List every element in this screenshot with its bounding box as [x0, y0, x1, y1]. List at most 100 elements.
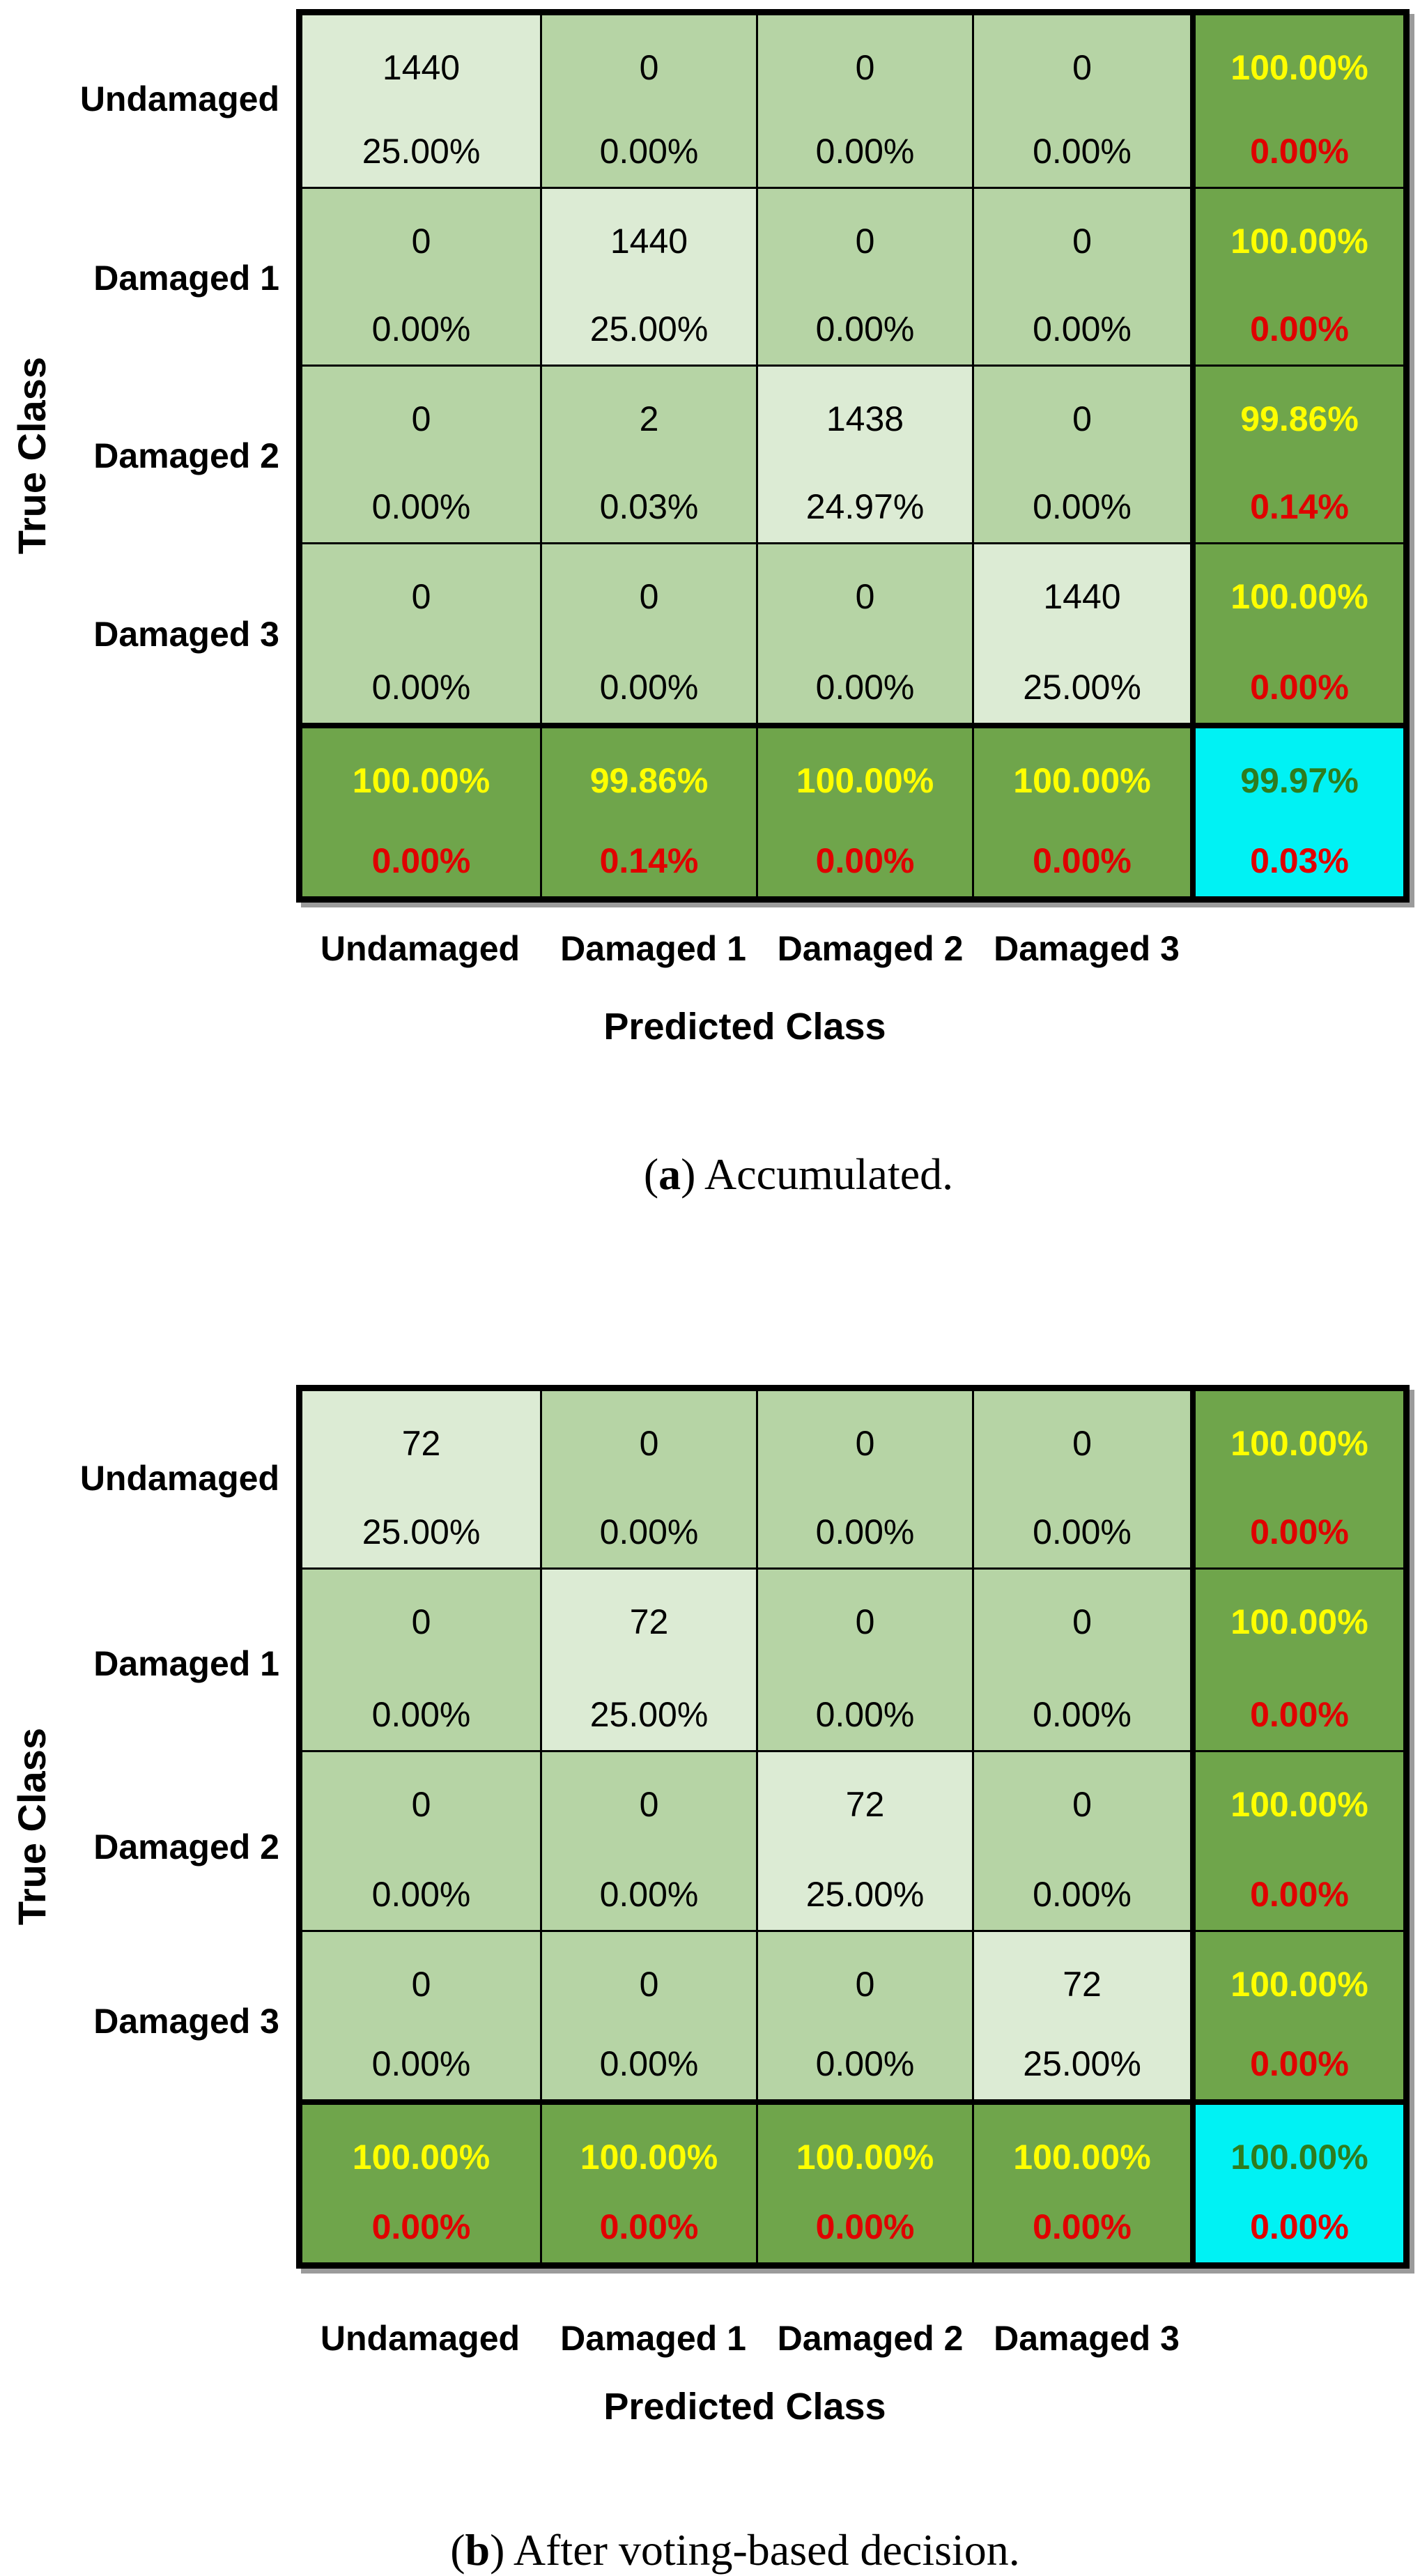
column-summary-cell-1: 100.00% 0.00%	[302, 2099, 542, 2262]
confusion-matrix-accumulated: 1440 25.00% 0 0.00% 0 0.00% 0 0.00% 100.00% 0.00%…	[296, 9, 1410, 903]
cell-count: 0	[411, 1965, 431, 2004]
cell-percent: 0.00%	[371, 1695, 471, 1734]
column-label-damaged-1: Damaged 1	[560, 2319, 746, 2358]
row-label-damaged-3: Damaged 3	[93, 2002, 279, 2041]
matrix-cell-r3c2: 0 0.00%	[542, 1752, 758, 1932]
matrix-cell-r3c2: 2 0.03%	[542, 367, 758, 544]
cell-count: 0	[855, 1424, 875, 1463]
summary-accuracy-percent: 100.00%	[796, 761, 934, 800]
cell-count: 72	[1063, 1965, 1102, 2004]
panel-confusion-matrix-accumulated: True Class Undamaged Damaged 1 Damaged 2 Da…	[0, 0, 1420, 1200]
summary-accuracy-percent: 100.00%	[1230, 1785, 1368, 1824]
cell-count: 72	[845, 1785, 885, 1824]
cell-count: 1440	[382, 48, 461, 87]
summary-error-percent: 0.00%	[1250, 668, 1349, 707]
summary-error-percent: 0.00%	[371, 2207, 471, 2246]
summary-error-percent: 0.00%	[1250, 132, 1349, 171]
summary-accuracy-percent: 100.00%	[352, 2138, 491, 2177]
subfigure-caption-a: (a) Accumulated.	[88, 1149, 1420, 1200]
cell-percent: 0.00%	[1033, 132, 1132, 171]
row-summary-cell-2: 100.00% 0.00%	[1190, 189, 1403, 367]
matrix-cell-r4c2: 0 0.00%	[542, 1932, 758, 2099]
row-label-damaged-2: Damaged 2	[93, 436, 279, 475]
cell-count: 0	[411, 1602, 431, 1641]
cell-count: 0	[411, 1785, 431, 1824]
summary-error-percent: 0.14%	[599, 841, 699, 880]
cell-percent: 0.00%	[371, 1875, 471, 1914]
summary-error-percent: 0.00%	[371, 841, 471, 880]
cell-count: 72	[401, 1424, 441, 1463]
cell-count: 72	[629, 1602, 669, 1641]
cell-count: 0	[1072, 1785, 1092, 1824]
column-label-damaged-3: Damaged 3	[994, 929, 1180, 968]
summary-accuracy-percent: 100.00%	[1230, 1602, 1368, 1641]
matrix-cell-r1c1: 72 25.00%	[302, 1391, 542, 1570]
matrix-cell-r1c3: 0 0.00%	[758, 1391, 974, 1570]
matrix-cell-r4c3: 0 0.00%	[758, 544, 974, 723]
row-label-damaged-1: Damaged 1	[93, 1643, 279, 1683]
x-axis-label: Predicted Class	[603, 1006, 886, 1048]
cell-percent: 0.00%	[815, 1512, 915, 1551]
matrix-cell-r1c4: 0 0.00%	[974, 1391, 1190, 1570]
cell-percent: 0.00%	[371, 309, 471, 348]
cell-percent: 0.03%	[599, 487, 699, 526]
cell-percent: 25.00%	[805, 1875, 925, 1914]
cell-percent: 0.00%	[599, 1875, 699, 1914]
matrix-cell-r3c3: 72 25.00%	[758, 1752, 974, 1932]
matrix-cell-r1c1: 1440 25.00%	[302, 15, 542, 189]
row-summary-cell-2: 100.00% 0.00%	[1190, 1570, 1403, 1752]
cell-percent: 24.97%	[805, 487, 925, 526]
cell-count: 0	[639, 1424, 659, 1463]
cell-percent: 0.00%	[599, 132, 699, 171]
column-summary-cell-2: 100.00% 0.00%	[542, 2099, 758, 2262]
total-accuracy-percent: 100.00%	[1230, 2138, 1368, 2177]
summary-accuracy-percent: 100.00%	[1013, 761, 1151, 800]
cell-percent: 0.00%	[1033, 487, 1132, 526]
caption-text: ) Accumulated.	[681, 1149, 954, 1199]
cell-percent: 0.00%	[815, 668, 915, 707]
summary-error-percent: 0.00%	[1250, 2044, 1349, 2083]
matrix-cell-r1c3: 0 0.00%	[758, 15, 974, 189]
total-error-percent: 0.00%	[1250, 2207, 1349, 2246]
summary-error-percent: 0.00%	[1033, 2207, 1132, 2246]
row-label-undamaged: Undamaged	[79, 79, 279, 118]
row-label-damaged-1: Damaged 1	[93, 258, 279, 298]
summary-accuracy-percent: 100.00%	[580, 2138, 718, 2177]
row-labels: Undamaged Damaged 1 Damaged 2 Damaged 3	[0, 0, 288, 906]
cell-percent: 0.00%	[1033, 1512, 1132, 1551]
summary-accuracy-percent: 100.00%	[1230, 222, 1368, 261]
matrix-cell-r2c3: 0 0.00%	[758, 1570, 974, 1752]
summary-error-percent: 0.00%	[599, 2207, 699, 2246]
caption-letter: a	[658, 1149, 681, 1199]
cell-count: 0	[855, 222, 875, 261]
matrix-cell-r4c2: 0 0.00%	[542, 544, 758, 723]
cell-percent: 0.00%	[1033, 1695, 1132, 1734]
cell-count: 0	[411, 222, 431, 261]
column-label-undamaged: Undamaged	[320, 2319, 520, 2358]
cell-count: 0	[855, 1602, 875, 1641]
row-label-undamaged: Undamaged	[79, 1458, 279, 1498]
column-summary-cell-3: 100.00% 0.00%	[758, 2099, 974, 2262]
cell-percent: 0.00%	[371, 668, 471, 707]
cell-count: 0	[639, 48, 659, 87]
column-summary-cell-4: 100.00% 0.00%	[974, 2099, 1190, 2262]
summary-error-percent: 0.00%	[1033, 841, 1132, 880]
summary-accuracy-percent: 100.00%	[1230, 577, 1368, 616]
cell-percent: 25.00%	[1023, 668, 1141, 707]
row-summary-cell-3: 99.86% 0.14%	[1190, 367, 1403, 544]
column-summary-cell-1: 100.00% 0.00%	[302, 723, 542, 896]
subfigure-caption-b: (b) After voting-based decision.	[25, 2524, 1420, 2576]
row-summary-cell-4: 100.00% 0.00%	[1190, 544, 1403, 723]
column-summary-cell-2: 99.86% 0.14%	[542, 723, 758, 896]
matrix-cell-r4c3: 0 0.00%	[758, 1932, 974, 2099]
x-axis-label: Predicted Class	[603, 2386, 886, 2428]
cell-percent: 0.00%	[815, 309, 915, 348]
summary-accuracy-percent: 99.86%	[1240, 399, 1359, 438]
cell-count: 1440	[610, 222, 688, 261]
matrix-cell-r3c4: 0 0.00%	[974, 1752, 1190, 1932]
cell-count: 1440	[1043, 577, 1121, 616]
matrix-cell-r1c2: 0 0.00%	[542, 15, 758, 189]
cell-count: 0	[855, 1965, 875, 2004]
summary-error-percent: 0.00%	[1250, 1875, 1349, 1914]
summary-accuracy-percent: 100.00%	[1013, 2138, 1151, 2177]
